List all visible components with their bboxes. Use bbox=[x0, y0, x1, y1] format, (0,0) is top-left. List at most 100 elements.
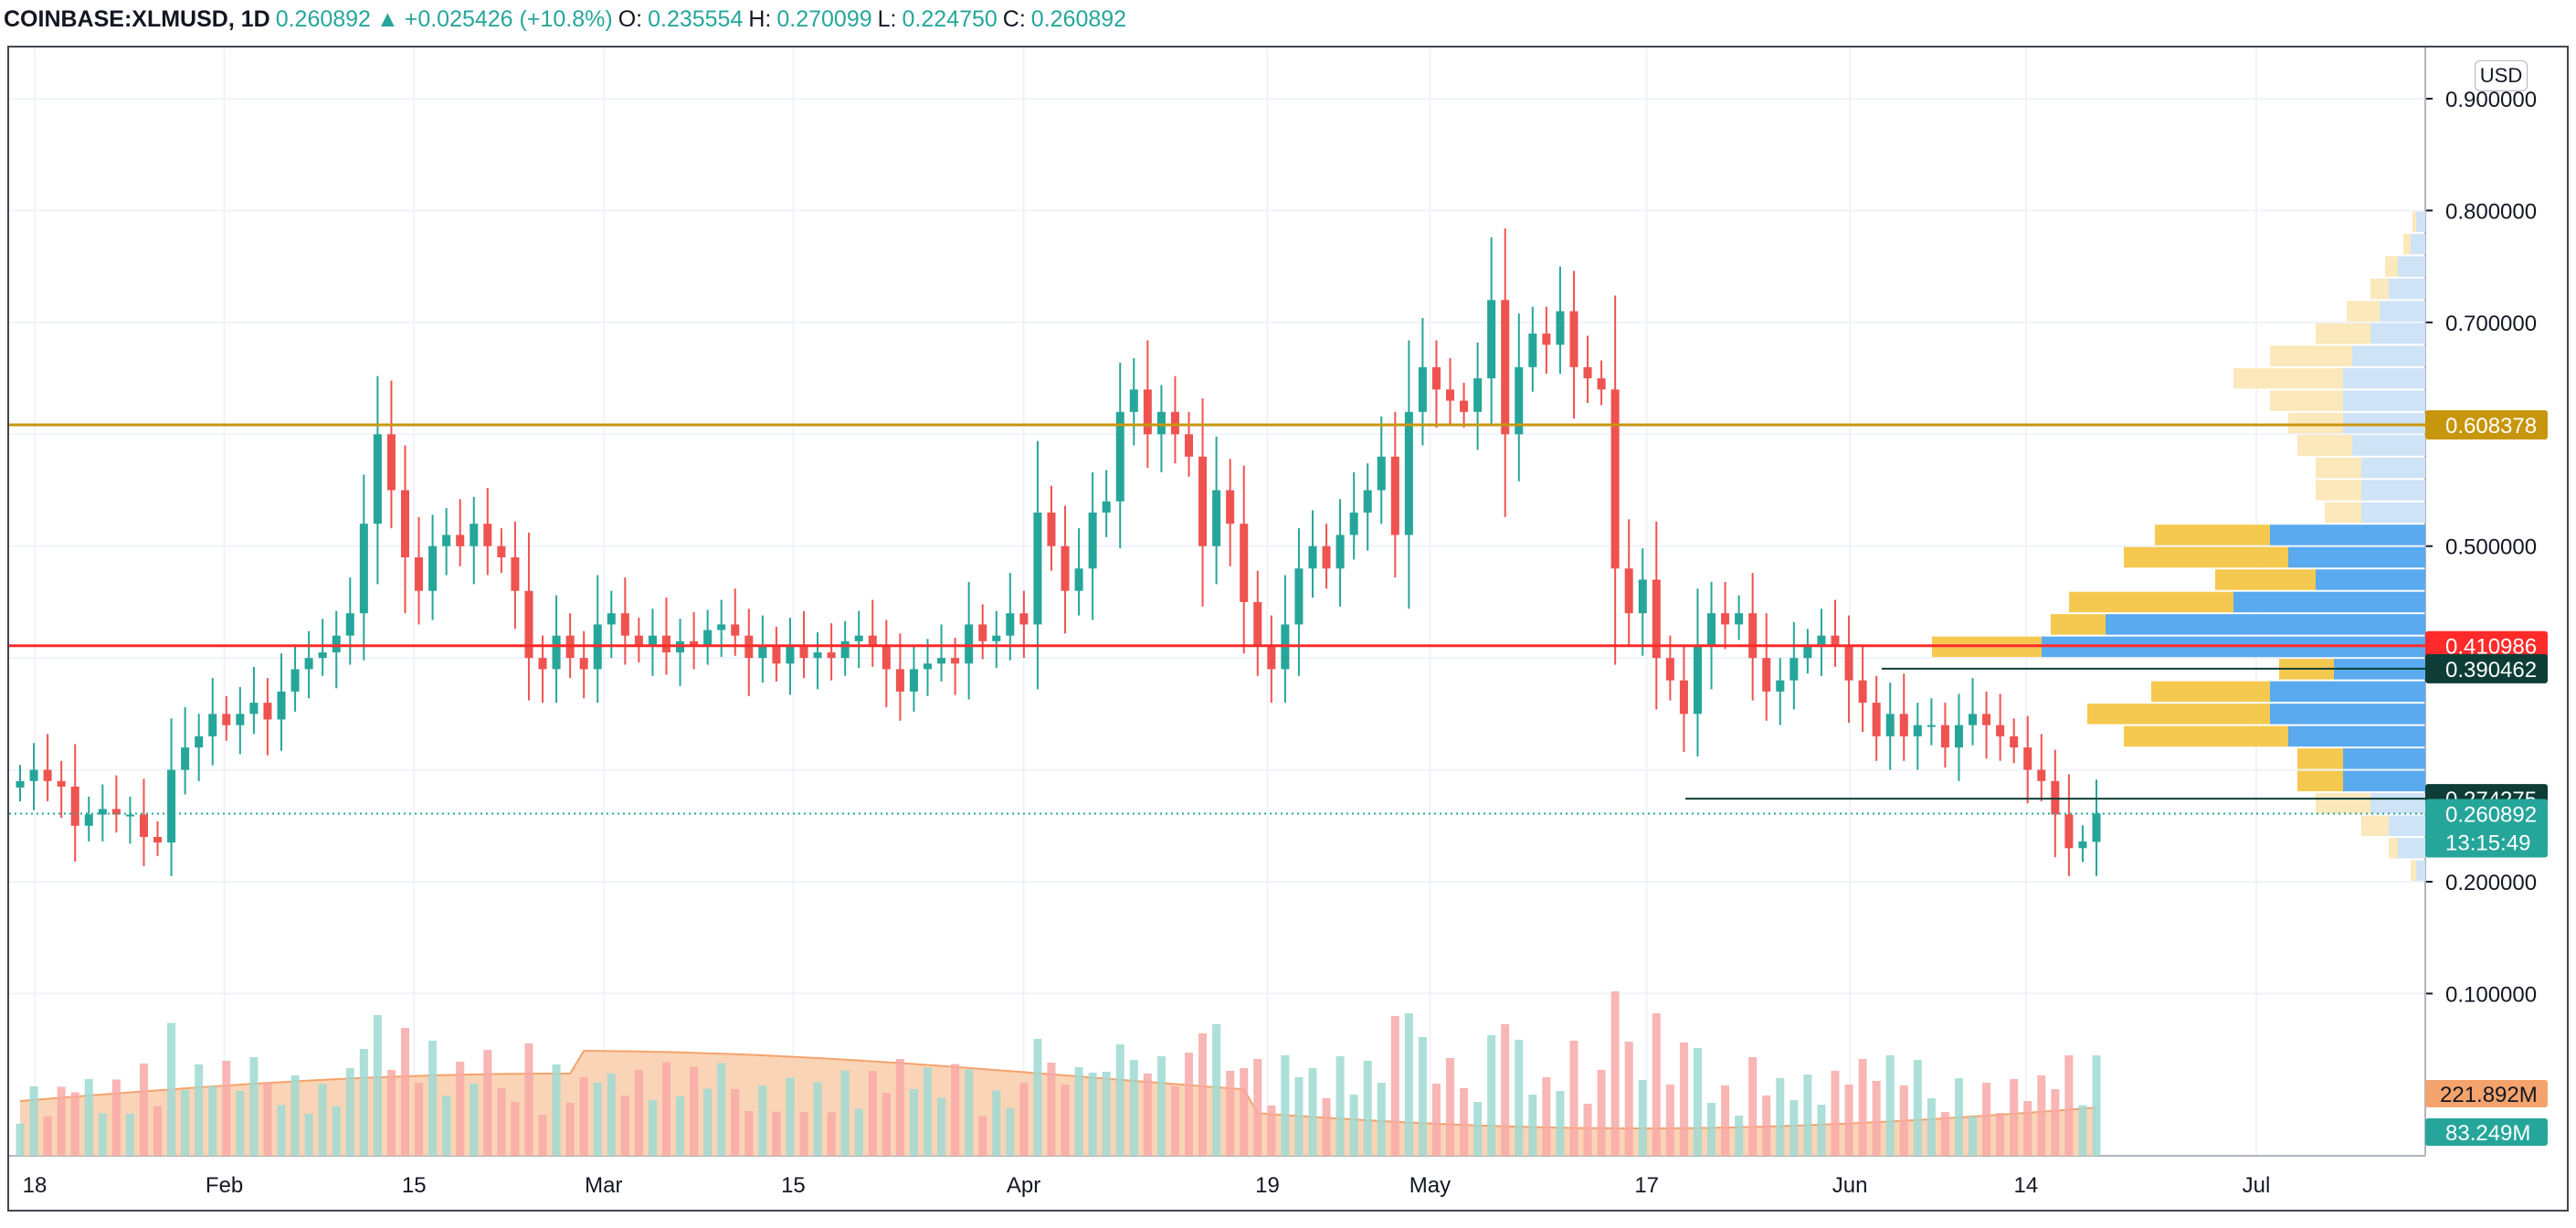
volume-bar bbox=[2023, 1101, 2032, 1156]
open-value: 0.235554 bbox=[648, 5, 744, 32]
volume-bar bbox=[167, 1022, 176, 1156]
volume-bar bbox=[181, 1090, 190, 1156]
volume-bar bbox=[1515, 1040, 1524, 1156]
candle-body bbox=[2064, 814, 2074, 849]
volume-bar bbox=[703, 1088, 713, 1156]
candle-body bbox=[1954, 725, 1963, 748]
candle-body bbox=[524, 590, 533, 659]
candle-body bbox=[1212, 490, 1221, 546]
volume-bar bbox=[909, 1089, 918, 1156]
candle-body bbox=[1624, 568, 1633, 614]
chart-frame[interactable] bbox=[7, 46, 2569, 1212]
candle-body bbox=[1528, 333, 1537, 367]
volume-bar bbox=[1061, 1085, 1070, 1156]
profile-down-bar bbox=[2233, 591, 2425, 613]
candle-body bbox=[29, 769, 38, 781]
candle-body bbox=[332, 635, 341, 653]
candle-body bbox=[1143, 389, 1152, 435]
volume-bar bbox=[2064, 1055, 2074, 1156]
volume-bar bbox=[1872, 1081, 1881, 1156]
volume-bar bbox=[1693, 1048, 1702, 1156]
volume-bar bbox=[882, 1093, 891, 1156]
volume-bar bbox=[195, 1064, 204, 1156]
profile-down-bar bbox=[2343, 367, 2425, 389]
candle-body bbox=[731, 624, 740, 636]
candle-body bbox=[1267, 646, 1276, 670]
candle-body bbox=[758, 646, 767, 659]
candle-body bbox=[978, 624, 987, 641]
candle-body bbox=[538, 658, 547, 670]
volume-bar bbox=[1556, 1091, 1565, 1156]
volume-bar bbox=[1638, 1080, 1647, 1156]
candle-body bbox=[703, 630, 713, 647]
candle-body bbox=[882, 646, 891, 670]
volume-bar bbox=[1308, 1068, 1317, 1156]
candle-body bbox=[263, 703, 272, 720]
candle-body bbox=[57, 780, 66, 787]
volume-bar bbox=[2010, 1079, 2019, 1156]
profile-up-bar bbox=[2151, 681, 2270, 703]
candle-body bbox=[1735, 613, 1744, 625]
candle-body bbox=[1129, 389, 1138, 412]
volume-bar bbox=[1336, 1056, 1345, 1156]
symbol-label[interactable]: COINBASE:XLMUSD, 1D bbox=[4, 5, 270, 32]
volume-bar bbox=[1597, 1070, 1606, 1156]
candle-body bbox=[1102, 501, 1111, 513]
candle-body bbox=[84, 814, 93, 826]
candle-body bbox=[1610, 389, 1620, 569]
x-tick-label: Apr bbox=[1007, 1173, 1040, 1198]
profile-up-bar bbox=[2270, 345, 2352, 366]
candle-body bbox=[1707, 613, 1716, 647]
volume-bar bbox=[98, 1113, 107, 1156]
candle-body bbox=[579, 658, 588, 670]
candle-body bbox=[1665, 658, 1674, 681]
volume-bar bbox=[57, 1086, 66, 1156]
volume-bar bbox=[786, 1077, 795, 1156]
volume-bar bbox=[744, 1111, 754, 1156]
candle-body bbox=[786, 646, 795, 664]
candle-body bbox=[827, 652, 836, 659]
volume-bar bbox=[386, 1070, 396, 1156]
volume-bar bbox=[552, 1064, 561, 1156]
volume-bar bbox=[1226, 1071, 1235, 1156]
volume-bar bbox=[1253, 1059, 1262, 1156]
volume-bar bbox=[1473, 1102, 1483, 1156]
x-tick-label: 15 bbox=[402, 1173, 427, 1198]
last-price: 0.260892 bbox=[275, 5, 371, 32]
candle-body bbox=[497, 545, 506, 557]
volume-bar bbox=[772, 1111, 781, 1156]
volume-bar bbox=[428, 1041, 438, 1156]
high-label: H: bbox=[748, 5, 772, 32]
candle-body bbox=[1913, 725, 1922, 736]
candle-body bbox=[813, 652, 822, 659]
volume-bar bbox=[125, 1114, 134, 1156]
volume-bar bbox=[400, 1028, 409, 1156]
volume-bar bbox=[1240, 1068, 1249, 1156]
currency-button[interactable]: USD bbox=[2475, 60, 2528, 91]
volume-bar bbox=[43, 1117, 52, 1156]
y-tick-label: 0.900000 bbox=[2445, 88, 2537, 112]
candle-body bbox=[1748, 613, 1758, 659]
volume-bar bbox=[1349, 1095, 1358, 1156]
x-tick-label: 18 bbox=[23, 1173, 48, 1198]
volume-bar bbox=[648, 1100, 657, 1156]
volume-bar bbox=[1143, 1074, 1152, 1156]
volume-bar bbox=[593, 1083, 602, 1156]
candle-body bbox=[236, 714, 245, 725]
candle-body bbox=[1693, 646, 1702, 715]
candle-body bbox=[1006, 613, 1015, 636]
candle-body bbox=[854, 635, 863, 641]
y-tick-label: 0.200000 bbox=[2445, 871, 2537, 895]
candle-body bbox=[690, 640, 699, 647]
candle-body bbox=[1501, 300, 1510, 435]
volume-bar bbox=[1487, 1035, 1496, 1156]
candle-body bbox=[386, 434, 396, 491]
profile-down-bar bbox=[2361, 480, 2425, 501]
volume-bar bbox=[1735, 1116, 1744, 1156]
volume-bar bbox=[717, 1063, 726, 1156]
volume-bar bbox=[524, 1043, 533, 1156]
low-label: L: bbox=[877, 5, 897, 32]
volume-bar bbox=[1102, 1072, 1111, 1156]
volume-bar bbox=[1212, 1024, 1221, 1156]
